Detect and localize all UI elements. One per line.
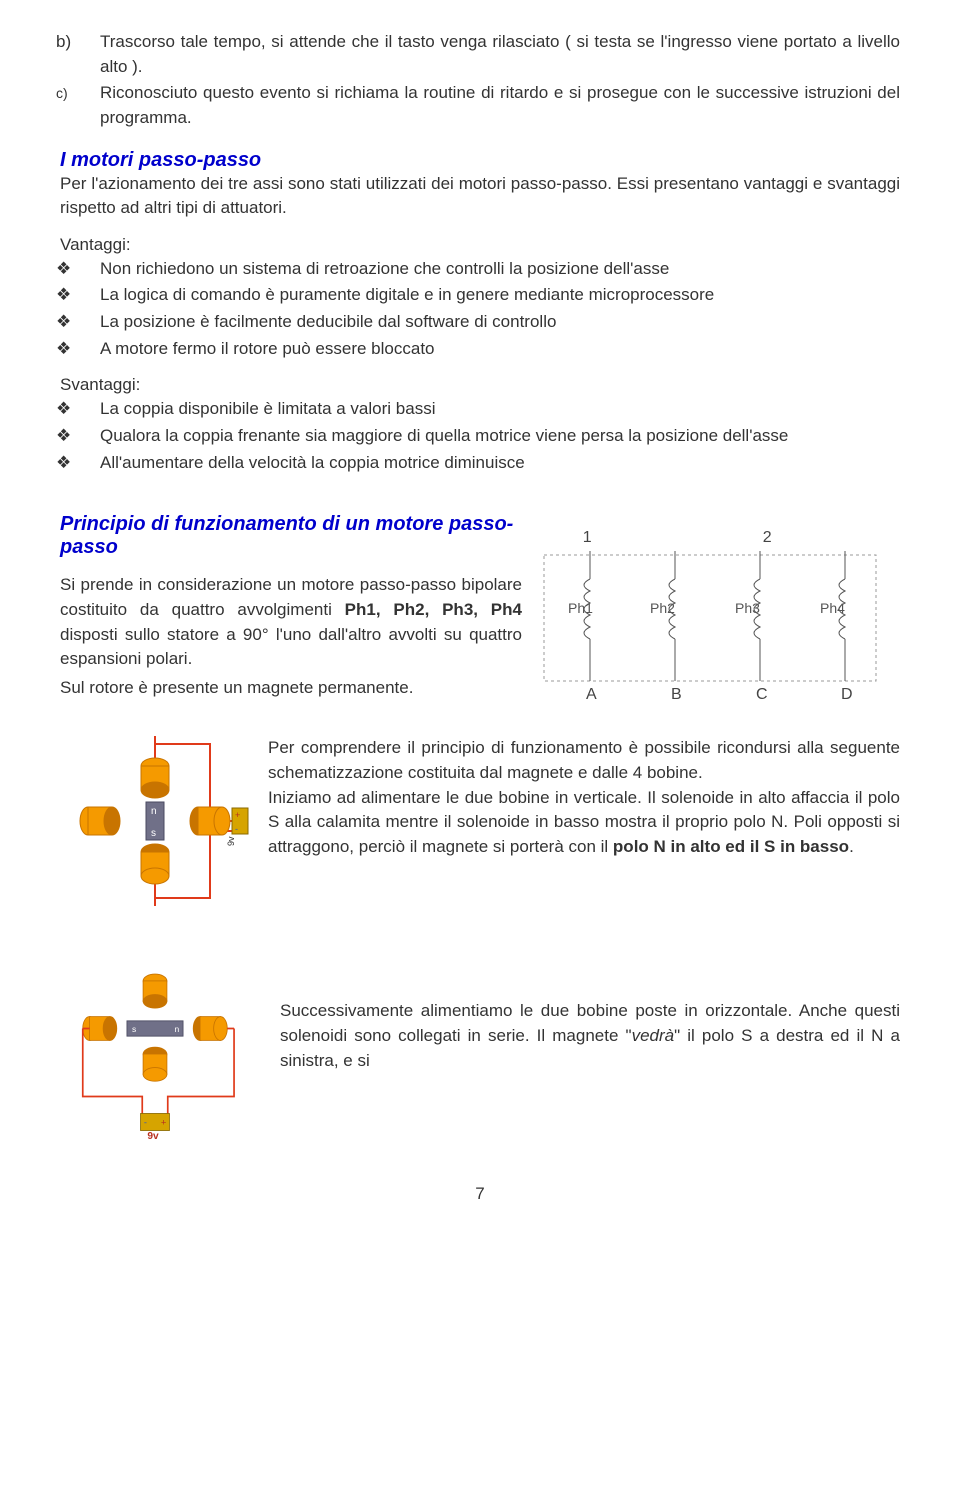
wrap1-c: . (849, 837, 854, 856)
horizontal-coil-section: s n - + 9v Successivamente alimentiamo l… (60, 969, 900, 1144)
principio-para-1: Si prende in considerazione un motore pa… (60, 573, 522, 672)
principio-p1-bold: Ph1, Ph2, Ph3, Ph4 (345, 600, 522, 619)
svantaggi-text-2: All'aumentare della velocità la coppia m… (100, 453, 525, 472)
vantaggi-text-3: A motore fermo il rotore può essere bloc… (100, 339, 435, 358)
vantaggi-item: ❖A motore fermo il rotore può essere blo… (100, 337, 900, 362)
intro-item-c: c)Riconosciuto questo evento si richiama… (100, 81, 900, 130)
bullet-icon: ❖ (78, 257, 100, 282)
winding-diagram: 1 2 (540, 529, 900, 706)
battery-9v: 9v (226, 836, 236, 846)
svantaggi-text-0: La coppia disponibile è limitata a valor… (100, 399, 435, 418)
para-motori: Per l'azionamento dei tre assi sono stat… (60, 172, 900, 221)
wrap1-a: Per comprendere il principio di funziona… (268, 738, 900, 782)
winding-svg: Ph1 Ph2 Ph3 Ph4 A B C D (540, 551, 880, 701)
stepper-svg-1: n s + - 9v (60, 736, 250, 906)
intro-item-b-text: Trascorso tale tempo, si attende che il … (100, 32, 900, 76)
magnet-n2: n (175, 1024, 180, 1034)
stepper-diagram-1: n s + - 9v (60, 736, 250, 911)
heading-motori: I motori passo-passo (60, 149, 900, 172)
horizontal-text: Successivamente alimentiamo le due bobin… (280, 969, 900, 1087)
ph3-label: Ph3 (735, 600, 760, 616)
svantaggi-item: ❖All'aumentare della velocità la coppia … (100, 451, 900, 476)
bullet-icon: ❖ (78, 424, 100, 449)
wrap2-ital: vedrà (632, 1026, 675, 1045)
principio-section: Principio di funzionamento di un motore … (60, 503, 900, 706)
battery-minus: - (235, 824, 238, 834)
wrap-para-2: Successivamente alimentiamo le due bobin… (280, 999, 900, 1073)
winding-top-2: 2 (763, 529, 772, 547)
vertical-coil-section: n s + - 9v Per comprendere il principio … (60, 736, 900, 919)
svantaggi-label: Svantaggi: (60, 375, 900, 395)
ph4-label: Ph4 (820, 600, 845, 616)
winding-diagram-col: 1 2 (540, 503, 900, 706)
vantaggi-text-0: Non richiedono un sistema di retroazione… (100, 259, 669, 278)
intro-item-c-text: Riconosciuto questo evento si richiama l… (100, 83, 900, 127)
bullet-icon: ❖ (78, 283, 100, 308)
vantaggi-text-1: La logica di comando è puramente digital… (100, 285, 714, 304)
svantaggi-text-1: Qualora la coppia frenante sia maggiore … (100, 426, 788, 445)
document-page: b)Trascorso tale tempo, si attende che i… (0, 0, 960, 1224)
principio-para-2: Sul rotore è presente un magnete permane… (60, 676, 522, 701)
magnet-s: s (151, 828, 156, 839)
bullet-icon: ❖ (78, 310, 100, 335)
bottom-d: D (841, 686, 853, 701)
list-marker-c: c) (78, 83, 100, 103)
bottom-a: A (586, 686, 597, 701)
battery-9v-2: 9v (147, 1131, 159, 1139)
vantaggi-item: ❖La logica di comando è puramente digita… (100, 283, 900, 308)
intro-item-b: b)Trascorso tale tempo, si attende che i… (100, 30, 900, 79)
list-marker-b: b) (78, 30, 100, 55)
bullet-icon: ❖ (78, 337, 100, 362)
vantaggi-item: ❖La posizione è facilmente deducibile da… (100, 310, 900, 335)
winding-top-1: 1 (583, 529, 592, 547)
battery-plus-2: + (161, 1118, 166, 1128)
stepper-svg-2: s n - + 9v (60, 969, 250, 1139)
battery-plus: + (235, 810, 240, 820)
magnet-s2: s (132, 1024, 136, 1034)
ph1-label: Ph1 (568, 600, 593, 616)
ph2-label: Ph2 (650, 600, 675, 616)
battery-minus-2: - (144, 1118, 147, 1128)
vantaggi-item: ❖Non richiedono un sistema di retroazion… (100, 257, 900, 282)
svantaggi-item: ❖La coppia disponibile è limitata a valo… (100, 397, 900, 422)
bottom-b: B (671, 686, 682, 701)
bottom-c: C (756, 686, 768, 701)
svantaggi-item: ❖Qualora la coppia frenante sia maggiore… (100, 424, 900, 449)
principio-text-col: Principio di funzionamento di un motore … (60, 503, 522, 706)
vantaggi-text-2: La posizione è facilmente deducibile dal… (100, 312, 556, 331)
wrap1-bold: polo N in alto ed il S in basso (613, 837, 849, 856)
heading-principio: Principio di funzionamento di un motore … (60, 513, 522, 559)
stepper-diagram-2: s n - + 9v (60, 969, 250, 1144)
page-number: 7 (60, 1184, 900, 1204)
magnet-n: n (151, 806, 157, 817)
vantaggi-label: Vantaggi: (60, 235, 900, 255)
bullet-icon: ❖ (78, 397, 100, 422)
principio-p1-b: disposti sullo statore a 90° l'uno dall'… (60, 625, 522, 669)
bullet-icon: ❖ (78, 451, 100, 476)
